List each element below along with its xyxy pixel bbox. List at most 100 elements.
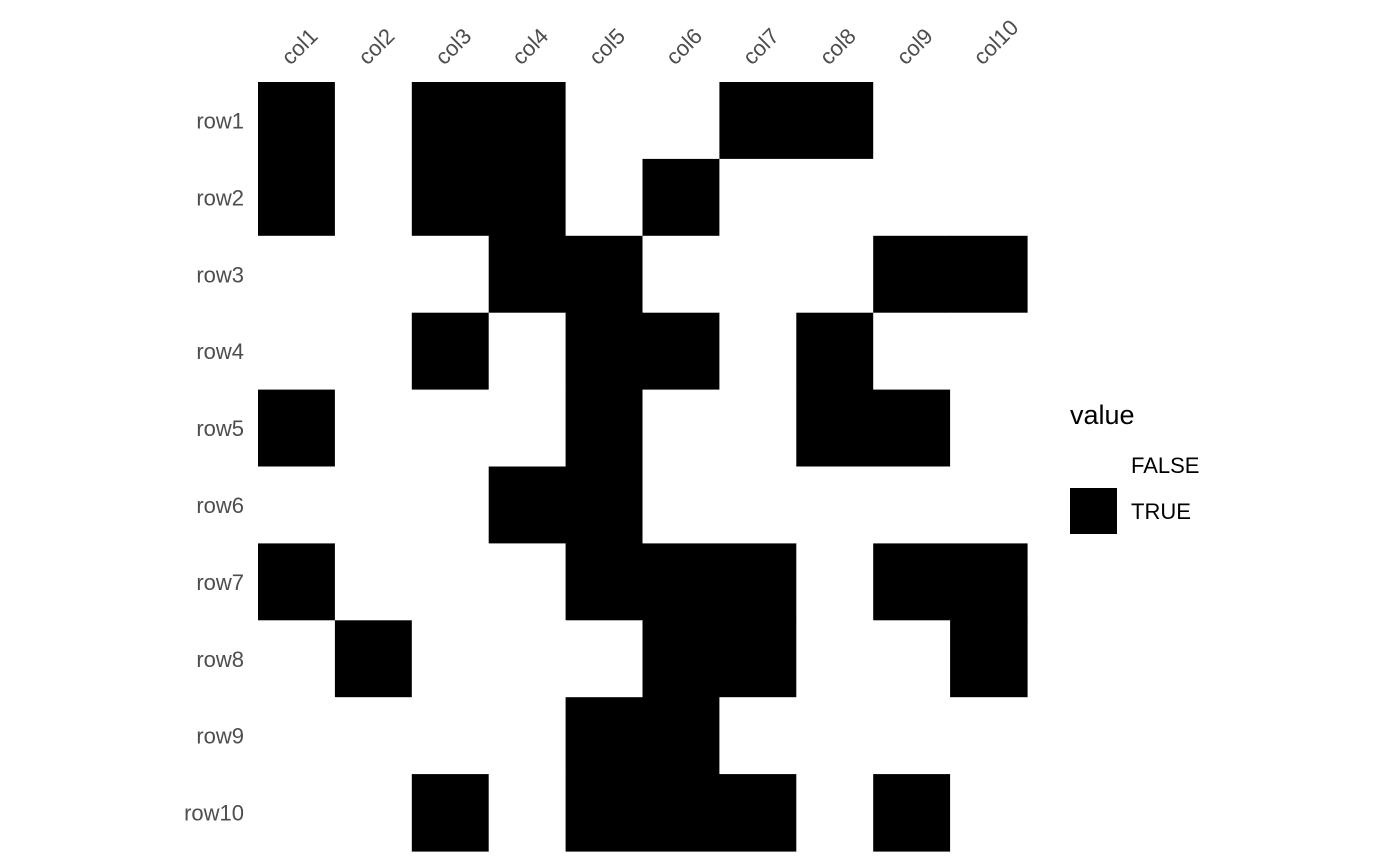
heatmap-cell-row3-col8 xyxy=(796,235,874,314)
heatmap-cell-row1-col7 xyxy=(719,82,797,160)
heatmap-cell-row10-col4 xyxy=(488,774,567,852)
y-tick-label: row9 xyxy=(196,724,244,749)
heatmap-cell-row7-col10 xyxy=(950,543,1028,621)
heatmap-cell-row3-col3 xyxy=(411,235,490,314)
heatmap-cell-row5-col8 xyxy=(796,389,874,468)
heatmap-cell-row5-col2 xyxy=(334,389,413,468)
heatmap-cell-row9-col2 xyxy=(334,697,413,775)
heatmap-cell-row1-col4 xyxy=(488,82,567,160)
legend: value FALSE TRUE xyxy=(1070,400,1199,534)
heatmap-cell-row10-col8 xyxy=(796,774,874,852)
heatmap-cell-row6-col7 xyxy=(719,466,797,544)
heatmap-cell-row6-col1 xyxy=(258,466,336,544)
heatmap-cell-row3-col7 xyxy=(719,235,797,314)
y-tick-label: row6 xyxy=(196,493,244,518)
heatmap-cell-row7-col1 xyxy=(258,543,336,621)
heatmap-cell-row8-col1 xyxy=(258,620,336,698)
heatmap-cell-row5-col3 xyxy=(411,389,490,468)
heatmap-cell-row4-col9 xyxy=(873,312,951,391)
heatmap-cell-row2-col6 xyxy=(642,158,720,237)
y-tick-label: row7 xyxy=(196,570,244,595)
heatmap-cell-row3-col10 xyxy=(950,235,1028,314)
y-tick-label: row5 xyxy=(196,416,244,441)
heatmap-cell-row4-col6 xyxy=(642,312,720,391)
heatmap-cell-row4-col10 xyxy=(950,312,1028,391)
heatmap-cell-row7-col7 xyxy=(719,543,797,621)
heatmap-cell-row4-col5 xyxy=(565,312,644,391)
heatmap-cell-row2-col7 xyxy=(719,158,797,237)
heatmap-cell-row9-col5 xyxy=(565,697,644,775)
x-tick-label: col2 xyxy=(353,23,399,69)
heatmap-cell-row7-col2 xyxy=(334,543,413,621)
heatmap-cell-row1-col1 xyxy=(258,82,336,160)
heatmap-cell-row3-col9 xyxy=(873,235,951,314)
heatmap-cell-row2-col10 xyxy=(950,158,1028,237)
y-axis-tick-labels: row1 row2 row3 row4 row5 row6 row7 row8 row9 row1… xyxy=(184,108,244,825)
heatmap-cell-row1-col9 xyxy=(873,82,951,160)
heatmap-cell-row6-col6 xyxy=(642,466,720,544)
legend-label-false: FALSE xyxy=(1131,453,1199,478)
heatmap-cell-row9-col3 xyxy=(411,697,490,775)
heatmap-cell-row10-col7 xyxy=(719,774,797,852)
heatmap-cell-row10-col2 xyxy=(334,774,413,852)
heatmap-cell-row4-col8 xyxy=(796,312,874,391)
heatmap-cell-row8-col6 xyxy=(642,620,720,698)
heatmap-cells xyxy=(258,82,1028,852)
x-tick-label: col10 xyxy=(968,15,1023,70)
heatmap-cell-row5-col9 xyxy=(873,389,951,468)
x-tick-label: col6 xyxy=(661,23,707,69)
heatmap-cell-row7-col9 xyxy=(873,543,951,621)
heatmap-cell-row7-col6 xyxy=(642,543,720,621)
heatmap-cell-row3-col2 xyxy=(334,235,413,314)
heatmap-cell-row2-col5 xyxy=(565,158,644,237)
heatmap-cell-row2-col4 xyxy=(488,158,567,237)
heatmap-cell-row5-col5 xyxy=(565,389,644,468)
y-tick-label: row2 xyxy=(196,185,244,210)
heatmap-cell-row3-col4 xyxy=(488,235,567,314)
heatmap-cell-row5-col1 xyxy=(258,389,336,468)
heatmap-cell-row2-col9 xyxy=(873,158,951,237)
heatmap-cell-row8-col5 xyxy=(565,620,644,698)
heatmap-cell-row2-col8 xyxy=(796,158,874,237)
heatmap-cell-row6-col8 xyxy=(796,466,874,544)
y-tick-label: row1 xyxy=(196,108,244,133)
heatmap-cell-row3-col5 xyxy=(565,235,644,314)
heatmap-cell-row5-col7 xyxy=(719,389,797,468)
x-tick-label: col7 xyxy=(738,23,784,69)
heatmap-cell-row6-col9 xyxy=(873,466,951,544)
heatmap-cell-row2-col1 xyxy=(258,158,336,237)
heatmap-cell-row9-col4 xyxy=(488,697,567,775)
heatmap-cell-row6-col3 xyxy=(411,466,490,544)
heatmap-cell-row10-col1 xyxy=(258,774,336,852)
heatmap-cell-row1-col10 xyxy=(950,82,1028,160)
heatmap-cell-row10-col5 xyxy=(565,774,644,852)
heatmap-cell-row10-col3 xyxy=(411,774,490,852)
y-tick-label: row3 xyxy=(196,262,244,287)
x-tick-label: col9 xyxy=(892,23,938,69)
heatmap-cell-row4-col2 xyxy=(334,312,413,391)
heatmap-cell-row1-col8 xyxy=(796,82,874,160)
heatmap-cell-row8-col2 xyxy=(334,620,413,698)
heatmap-cell-row8-col3 xyxy=(411,620,490,698)
heatmap-cell-row9-col10 xyxy=(950,697,1028,775)
heatmap-cell-row9-col6 xyxy=(642,697,720,775)
heatmap-cell-row2-col3 xyxy=(411,158,490,237)
heatmap-cell-row3-col6 xyxy=(642,235,720,314)
heatmap-cell-row5-col4 xyxy=(488,389,567,468)
heatmap-cell-row8-col8 xyxy=(796,620,874,698)
heatmap-cell-row7-col3 xyxy=(411,543,490,621)
heatmap-cell-row8-col9 xyxy=(873,620,951,698)
heatmap-cell-row7-col8 xyxy=(796,543,874,621)
heatmap-cell-row6-col5 xyxy=(565,466,644,544)
heatmap-cell-row2-col2 xyxy=(334,158,413,237)
y-tick-label: row8 xyxy=(196,647,244,672)
legend-title: value xyxy=(1070,400,1135,430)
heatmap-cell-row4-col3 xyxy=(411,312,490,391)
heatmap-cell-row10-col6 xyxy=(642,774,720,852)
heatmap-cell-row9-col7 xyxy=(719,697,797,775)
x-tick-label: col1 xyxy=(276,23,322,69)
heatmap-cell-row1-col6 xyxy=(642,82,720,160)
heatmap-cell-row9-col1 xyxy=(258,697,336,775)
heatmap-cell-row7-col4 xyxy=(488,543,567,621)
